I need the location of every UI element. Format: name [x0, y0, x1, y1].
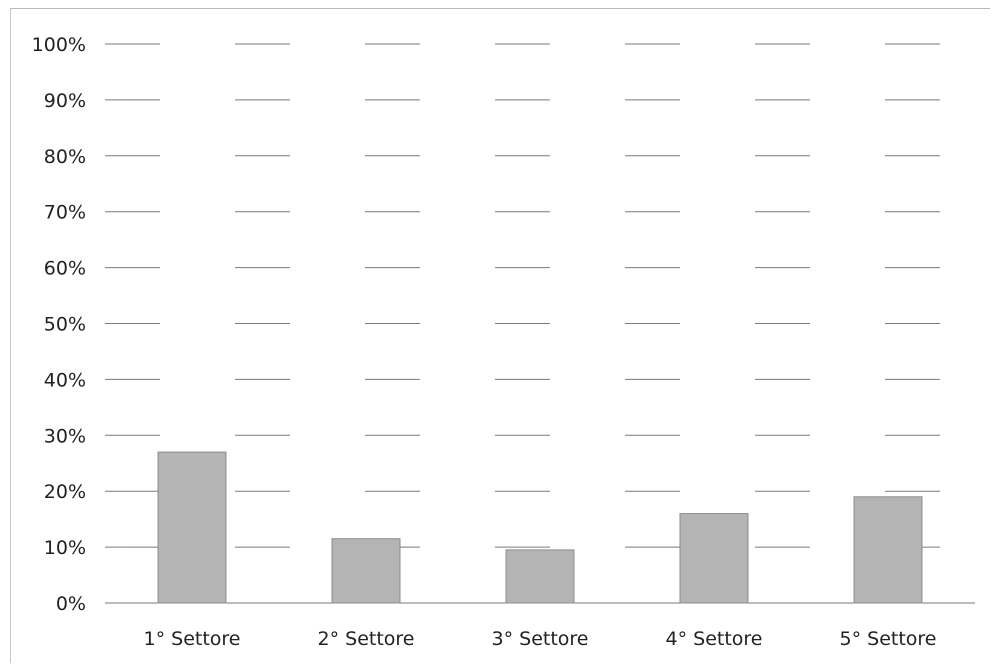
bar-3 — [505, 549, 575, 604]
y-axis: 0% 10% 20% 30% 40% 50% 60% 70% 80% 90% 100% — [32, 34, 86, 615]
x-tick-label: 4° Settore — [666, 628, 763, 650]
x-tick-label: 3° Settore — [492, 628, 589, 650]
y-tick-label: 100% — [32, 34, 86, 56]
x-tick-label: 5° Settore — [840, 628, 937, 650]
y-tick-label: 60% — [44, 258, 86, 280]
x-tick-label: 2° Settore — [318, 628, 415, 650]
x-tick-label: 1° Settore — [144, 628, 241, 650]
y-tick-label: 40% — [44, 369, 86, 391]
y-tick-label: 0% — [56, 593, 86, 615]
bar-1 — [157, 451, 227, 604]
chart-frame — [10, 8, 990, 663]
y-tick-label: 70% — [44, 202, 86, 224]
y-tick-label: 20% — [44, 481, 86, 503]
x-axis: 1° Settore 2° Settore 3° Settore 4° Settore… — [144, 628, 937, 650]
gridlines — [105, 43, 975, 604]
y-tick-label: 10% — [44, 537, 86, 559]
y-tick-label: 30% — [44, 425, 86, 447]
y-tick-label: 50% — [44, 314, 86, 336]
bar-2 — [331, 538, 401, 604]
bar-4 — [679, 513, 749, 604]
bar-5 — [853, 496, 923, 604]
y-tick-label: 80% — [44, 146, 86, 168]
y-tick-label: 90% — [44, 90, 86, 112]
bars — [157, 451, 923, 604]
